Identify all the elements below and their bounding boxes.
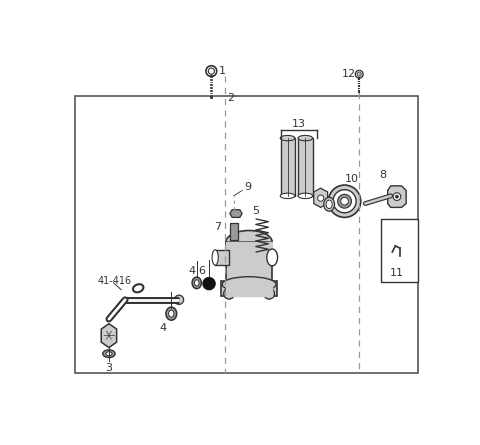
Circle shape bbox=[355, 70, 363, 78]
Ellipse shape bbox=[194, 280, 199, 286]
Ellipse shape bbox=[326, 200, 332, 209]
Ellipse shape bbox=[267, 249, 277, 266]
Circle shape bbox=[206, 66, 217, 77]
Bar bbox=[226, 242, 272, 284]
Ellipse shape bbox=[298, 135, 312, 141]
Text: 3: 3 bbox=[106, 363, 112, 372]
Bar bbox=[281, 138, 295, 196]
Polygon shape bbox=[388, 186, 406, 207]
Ellipse shape bbox=[337, 194, 351, 208]
Ellipse shape bbox=[106, 352, 112, 356]
Text: 8: 8 bbox=[380, 170, 386, 180]
Circle shape bbox=[224, 288, 234, 299]
Bar bbox=[75, 96, 418, 373]
Circle shape bbox=[357, 72, 361, 76]
Circle shape bbox=[318, 195, 324, 201]
Bar bbox=[230, 223, 238, 240]
Polygon shape bbox=[101, 324, 117, 348]
Bar bbox=[215, 250, 229, 265]
Text: 9: 9 bbox=[245, 182, 252, 192]
Text: 4: 4 bbox=[189, 266, 196, 275]
Ellipse shape bbox=[298, 193, 312, 198]
Text: 4: 4 bbox=[159, 323, 167, 332]
Ellipse shape bbox=[166, 307, 177, 320]
Ellipse shape bbox=[280, 193, 295, 198]
Text: 11: 11 bbox=[390, 268, 404, 278]
Ellipse shape bbox=[324, 198, 335, 211]
Circle shape bbox=[203, 278, 215, 290]
Ellipse shape bbox=[280, 135, 295, 141]
Text: 41-416: 41-416 bbox=[98, 276, 132, 286]
Text: 10: 10 bbox=[345, 174, 359, 184]
Bar bbox=[381, 219, 418, 282]
Circle shape bbox=[208, 68, 215, 74]
Text: 7: 7 bbox=[214, 222, 221, 232]
Circle shape bbox=[264, 288, 275, 299]
Ellipse shape bbox=[103, 350, 115, 357]
Bar bbox=[299, 138, 313, 196]
Text: 12: 12 bbox=[341, 69, 356, 79]
Ellipse shape bbox=[212, 250, 218, 265]
Polygon shape bbox=[230, 210, 242, 218]
Circle shape bbox=[174, 295, 184, 304]
Ellipse shape bbox=[222, 277, 276, 292]
Ellipse shape bbox=[192, 277, 201, 289]
Ellipse shape bbox=[226, 231, 272, 254]
Ellipse shape bbox=[328, 185, 361, 218]
Ellipse shape bbox=[333, 190, 356, 213]
Circle shape bbox=[227, 291, 232, 296]
Text: 2: 2 bbox=[227, 93, 234, 103]
Text: 5: 5 bbox=[252, 206, 260, 216]
Polygon shape bbox=[314, 188, 328, 207]
Circle shape bbox=[393, 193, 401, 200]
Circle shape bbox=[396, 195, 398, 198]
Bar bbox=[221, 280, 277, 296]
Ellipse shape bbox=[168, 310, 174, 317]
Ellipse shape bbox=[341, 198, 348, 205]
Text: 13: 13 bbox=[291, 119, 305, 129]
Text: 6: 6 bbox=[199, 266, 205, 275]
Circle shape bbox=[266, 291, 272, 296]
Text: 1: 1 bbox=[218, 66, 226, 76]
